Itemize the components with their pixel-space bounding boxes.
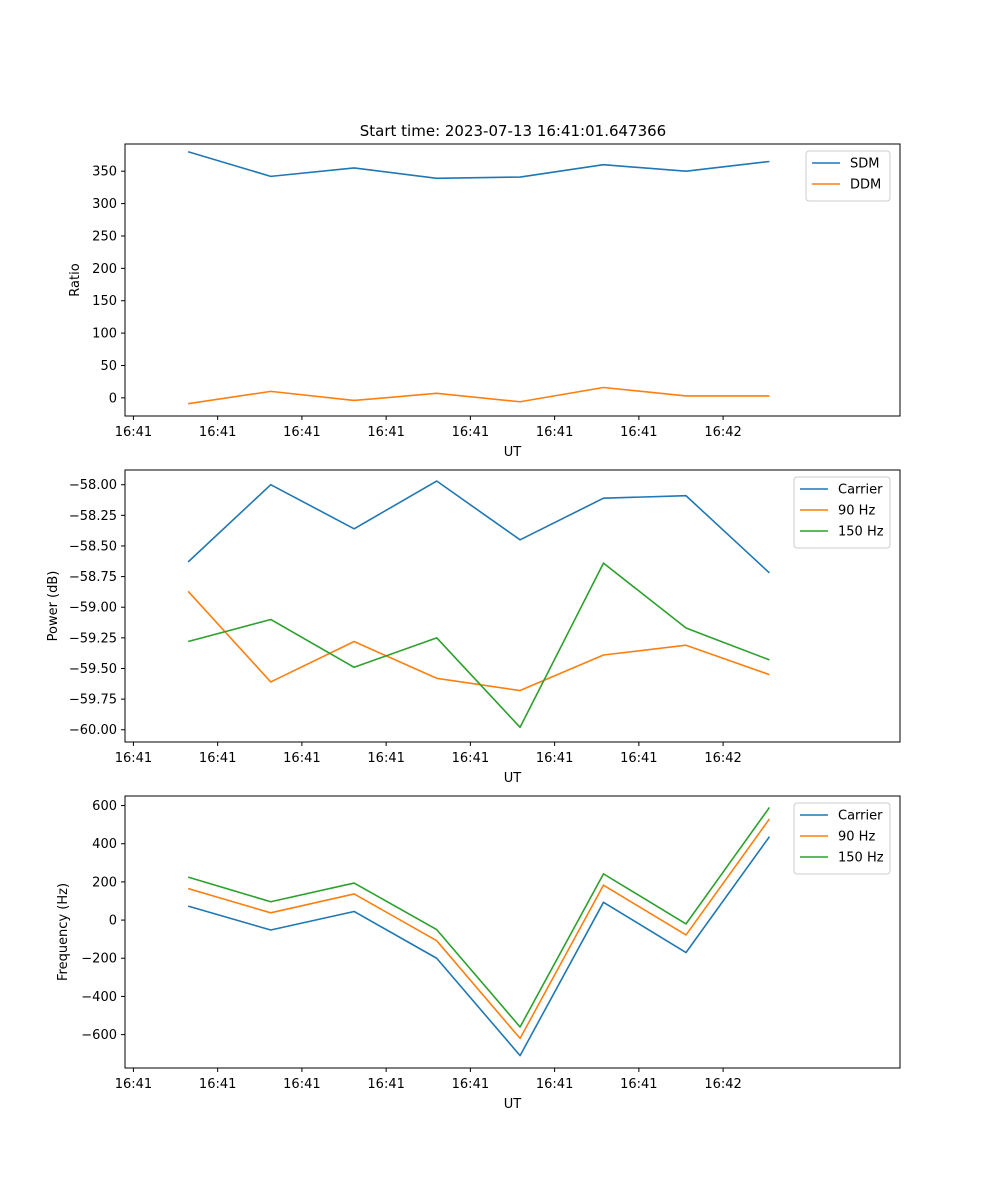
x-tick-label: 16:41 xyxy=(367,425,404,440)
y-tick-label: −400 xyxy=(81,990,117,1005)
y-tick-label: 400 xyxy=(92,837,117,852)
y-tick-label: −59.00 xyxy=(69,601,117,616)
x-tick-label: 16:41 xyxy=(283,425,320,440)
x-tick-label: 16:42 xyxy=(704,751,741,766)
y-tick-label: −59.75 xyxy=(69,693,117,708)
x-tick-label: 16:42 xyxy=(704,425,741,440)
y-tick-label: 200 xyxy=(92,875,117,890)
x-tick-label: 16:41 xyxy=(536,751,573,766)
axes-frame xyxy=(124,143,901,417)
x-axis-label: UT xyxy=(504,771,522,786)
y-tick-label: −60.00 xyxy=(69,723,117,738)
legend-label: 90 Hz xyxy=(838,830,875,845)
x-tick-label: 16:41 xyxy=(452,425,489,440)
panel-3: 16:41 16:41 16:41 16:41 16:41 16:41 16:41 16:42… xyxy=(56,795,901,1112)
legend-label: 90 Hz xyxy=(838,504,875,519)
x-tick-label: 16:41 xyxy=(452,751,489,766)
legend-label: DDM xyxy=(850,178,881,193)
x-tick-label: 16:41 xyxy=(620,425,657,440)
y-tick-label: −600 xyxy=(81,1028,117,1043)
x-tick-label: 16:42 xyxy=(704,1077,741,1092)
x-tick-label: 16:41 xyxy=(536,425,573,440)
x-axis-label: UT xyxy=(504,445,522,460)
y-tick-label: −59.50 xyxy=(69,662,117,677)
series-line-150-hz xyxy=(187,806,771,1028)
panel-1: 16:41 16:41 16:41 16:41 16:41 16:41 16:41 16:42… xyxy=(68,143,901,460)
y-tick-label: 300 xyxy=(92,197,117,212)
x-tick-label: 16:41 xyxy=(452,1077,489,1092)
y-tick-label: 0 xyxy=(109,914,117,929)
x-tick-label: 16:41 xyxy=(115,425,152,440)
y-tick-label: −58.75 xyxy=(69,570,117,585)
axes-frame xyxy=(124,469,901,743)
y-tick-label: 0 xyxy=(109,391,117,406)
y-axis-label: Ratio xyxy=(68,263,83,296)
x-tick-label: 16:41 xyxy=(367,751,404,766)
x-tick-label: 16:41 xyxy=(283,1077,320,1092)
x-tick-label: 16:41 xyxy=(283,751,320,766)
y-tick-label: 150 xyxy=(92,294,117,309)
x-axis-label: UT xyxy=(504,1097,522,1112)
x-tick-label: 16:41 xyxy=(620,1077,657,1092)
series-line-150-hz xyxy=(187,562,770,729)
y-axis-label: Frequency (Hz) xyxy=(56,883,71,981)
legend-label: Carrier xyxy=(838,809,883,824)
y-tick-label: −200 xyxy=(81,952,117,967)
panel-2: 16:41 16:41 16:41 16:41 16:41 16:41 16:41 16:42… xyxy=(46,469,901,786)
legend-label: Carrier xyxy=(838,483,883,498)
x-tick-label: 16:41 xyxy=(115,751,152,766)
series-line-90-hz xyxy=(187,590,770,692)
y-tick-label: 50 xyxy=(100,359,117,374)
x-tick-label: 16:41 xyxy=(367,1077,404,1092)
x-tick-label: 16:41 xyxy=(199,1077,236,1092)
x-tick-label: 16:41 xyxy=(536,1077,573,1092)
series-line-sdm xyxy=(187,151,770,180)
y-tick-label: 100 xyxy=(92,327,117,342)
chart-title: Start time: 2023-07-13 16:41:01.647366 xyxy=(360,122,666,140)
y-tick-label: −58.00 xyxy=(69,478,117,493)
series-line-ddm xyxy=(188,386,770,405)
y-axis-label: Power (dB) xyxy=(46,571,61,642)
series-line-carrier xyxy=(187,836,771,1057)
legend-label: 150 Hz xyxy=(838,525,884,540)
y-tick-label: −58.50 xyxy=(69,539,117,554)
y-tick-label: 250 xyxy=(92,229,117,244)
x-tick-label: 16:41 xyxy=(199,425,236,440)
legend-label: SDM xyxy=(850,157,879,172)
series-line-90-hz xyxy=(187,818,771,1040)
legend-label: 150 Hz xyxy=(838,851,884,866)
x-tick-label: 16:41 xyxy=(115,1077,152,1092)
x-tick-label: 16:41 xyxy=(199,751,236,766)
axes-frame xyxy=(124,795,901,1069)
y-tick-label: −59.25 xyxy=(69,631,117,646)
y-tick-label: 200 xyxy=(92,262,117,277)
y-tick-label: −58.25 xyxy=(69,509,117,524)
y-tick-label: 350 xyxy=(92,165,117,180)
x-tick-label: 16:41 xyxy=(620,751,657,766)
series-line-carrier xyxy=(187,480,770,574)
y-tick-label: 600 xyxy=(92,799,117,814)
